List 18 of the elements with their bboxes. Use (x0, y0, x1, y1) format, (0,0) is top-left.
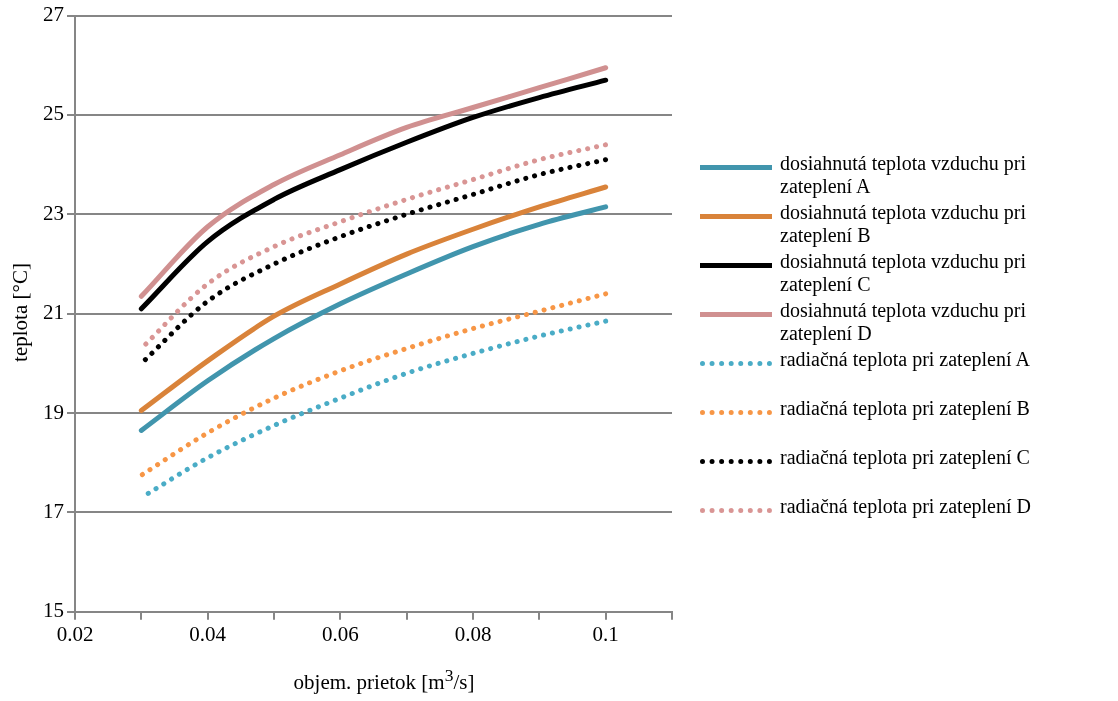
x-tick-label: 0.1 (592, 621, 619, 646)
legend-label: radiačná teplota pri zateplení B (780, 397, 1031, 420)
x-tick-label: 0.08 (454, 621, 492, 646)
y-tick-label: 17 (43, 498, 64, 523)
legend-label: radiačná teplota pri zateplení C (780, 446, 1031, 469)
x-axis-title: objem. prietok [m$^{3}$/s] (292, 665, 476, 695)
legend-label: radiačná teplota pri zateplení A (780, 348, 1031, 371)
y-tick-label: 27 (43, 2, 64, 27)
y-tick-label: 25 (43, 101, 64, 126)
y-axis-title: teplota [°C] (7, 262, 33, 364)
y-tick-label: 23 (43, 200, 64, 225)
x-tick-label: 0.04 (189, 621, 227, 646)
x-tick-label: 0.06 (321, 621, 359, 646)
y-tick-label: 21 (43, 300, 64, 325)
y-tick-label: 19 (43, 399, 64, 424)
legend-label: radiačná teplota pri zateplení D (780, 495, 1032, 518)
y-tick-label: 15 (43, 598, 64, 623)
x-tick-label: 0.02 (56, 621, 94, 646)
